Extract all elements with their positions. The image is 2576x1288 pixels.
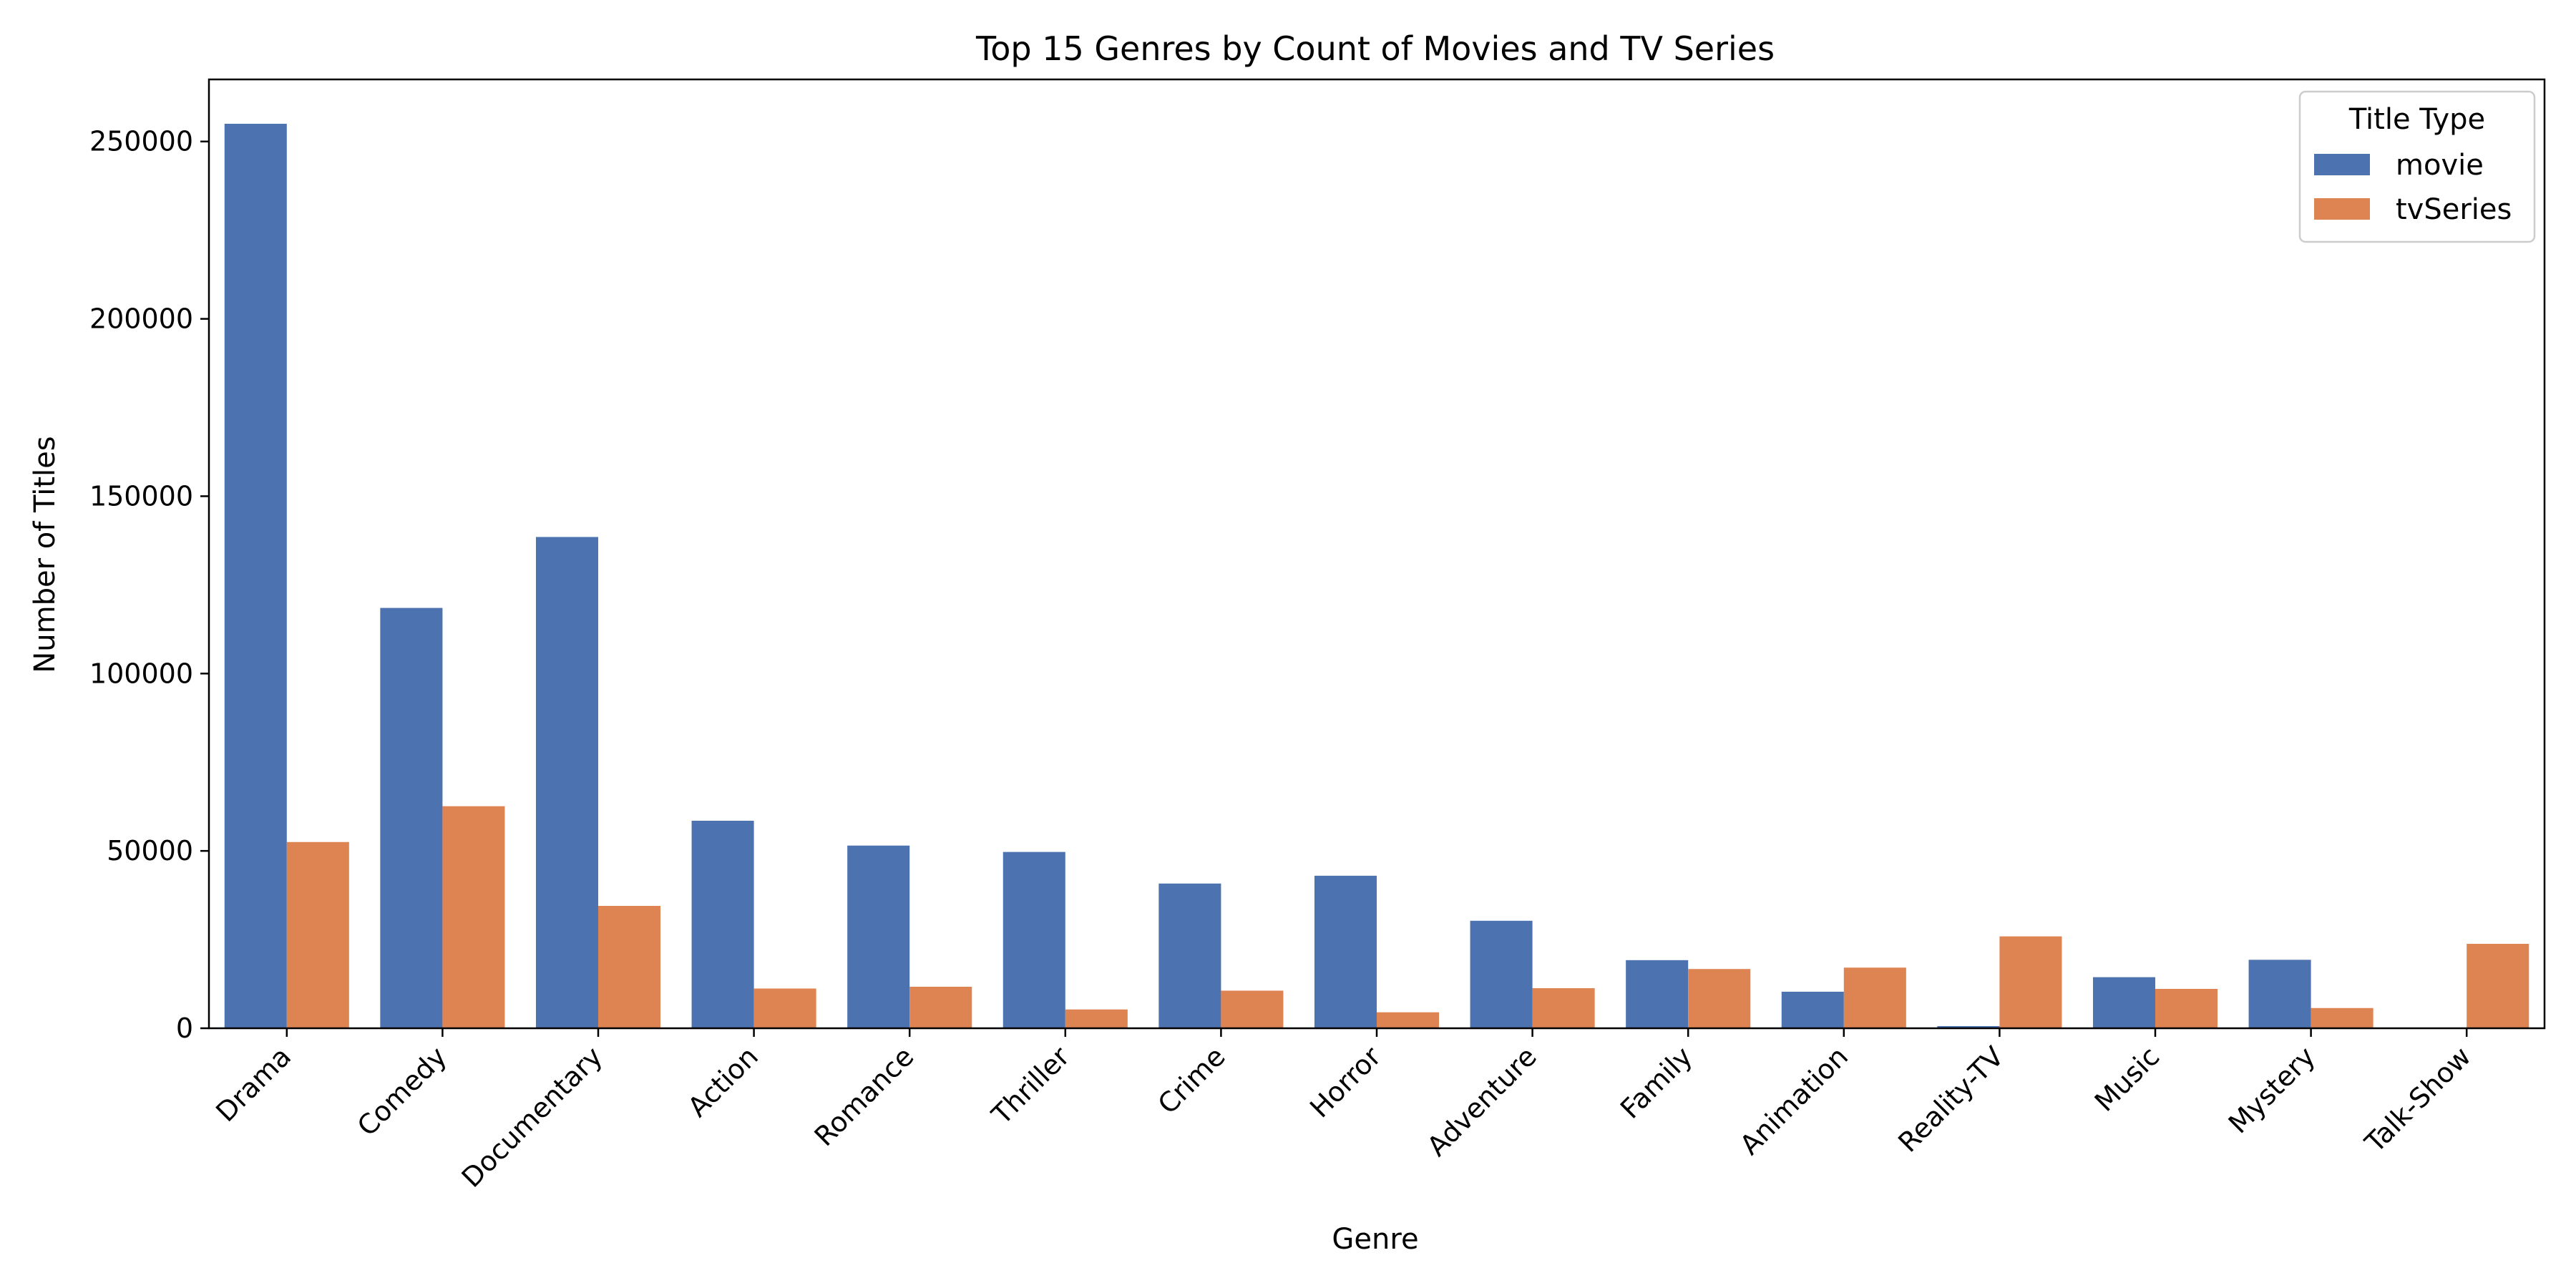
y-tick-label: 150000 bbox=[89, 480, 193, 512]
bar-movie-family bbox=[1626, 960, 1689, 1028]
x-tick-label: Documentary bbox=[456, 1040, 609, 1194]
y-axis-label: Number of Titles bbox=[29, 436, 62, 673]
x-tick-label: Horror bbox=[1304, 1040, 1387, 1124]
x-axis-label: Genre bbox=[1332, 1223, 1418, 1256]
x-tick-label: Talk-Show bbox=[2358, 1040, 2477, 1158]
x-tick-label: Family bbox=[1614, 1040, 1699, 1125]
legend-label-movie: movie bbox=[2396, 149, 2484, 182]
legend-swatch-movie bbox=[2314, 154, 2370, 175]
bar-tvSeries-thriller bbox=[1065, 1009, 1128, 1028]
bar-movie-animation bbox=[1781, 991, 1844, 1028]
bar-tvSeries-romance bbox=[909, 987, 972, 1028]
bar-tvSeries-talk-show bbox=[2467, 944, 2529, 1028]
bar-movie-horror bbox=[1314, 875, 1377, 1028]
bar-movie-music bbox=[2092, 977, 2155, 1028]
legend-label-tvSeries: tvSeries bbox=[2396, 193, 2512, 226]
y-tick-label: 250000 bbox=[89, 126, 193, 157]
bar-movie-drama bbox=[224, 123, 287, 1029]
x-tick-label: Adventure bbox=[1421, 1040, 1543, 1162]
x-tick-label: Reality-TV bbox=[1892, 1040, 2010, 1158]
x-tick-label: Drama bbox=[210, 1040, 297, 1128]
bar-tvSeries-reality-tv bbox=[1999, 936, 2062, 1028]
x-tick-label: Music bbox=[2089, 1040, 2166, 1118]
y-axis: 0 50000 100000 150000 200000 250000 bbox=[89, 126, 209, 1044]
bar-tvSeries-action bbox=[753, 988, 816, 1028]
bar-movie-comedy bbox=[380, 608, 443, 1028]
x-tick-label: Mystery bbox=[2223, 1040, 2321, 1139]
x-tick-label: Crime bbox=[1152, 1040, 1231, 1120]
y-tick-label: 50000 bbox=[107, 835, 193, 867]
bar-tvSeries-mystery bbox=[2311, 1008, 2373, 1028]
bar-movie-reality-tv bbox=[1937, 1026, 2000, 1028]
bar-movie-documentary bbox=[535, 537, 598, 1028]
plot-area bbox=[208, 78, 2546, 1030]
y-tick-label: 0 bbox=[176, 1013, 193, 1044]
bar-tvSeries-crime bbox=[1221, 990, 1284, 1028]
bar-tvSeries-music bbox=[2155, 988, 2218, 1028]
y-tick-label: 200000 bbox=[89, 303, 193, 335]
bar-tvSeries-documentary bbox=[598, 905, 661, 1028]
bar-tvSeries-animation bbox=[1843, 967, 1906, 1028]
y-tick-label: 100000 bbox=[89, 658, 193, 689]
x-tick-label: Animation bbox=[1734, 1040, 1854, 1161]
bar-tvSeries-horror bbox=[1377, 1012, 1440, 1028]
bar-movie-thriller bbox=[1002, 852, 1065, 1028]
bar-movie-adventure bbox=[1470, 920, 1533, 1028]
x-tick-label: Action bbox=[682, 1040, 764, 1123]
x-axis: Drama Comedy Documentary Action Romance Thril… bbox=[210, 1028, 2477, 1194]
x-tick-label: Thriller bbox=[985, 1040, 1076, 1131]
bar-movie-crime bbox=[1158, 883, 1221, 1028]
bar-movie-mystery bbox=[2248, 960, 2311, 1028]
bar-tvSeries-family bbox=[1688, 969, 1751, 1028]
legend-swatch-tvSeries bbox=[2314, 198, 2370, 220]
x-tick-label: Romance bbox=[809, 1040, 920, 1152]
legend-title: Title Type bbox=[2348, 103, 2485, 136]
chart-title: Top 15 Genres by Count of Movies and TV … bbox=[975, 29, 1775, 68]
bar-movie-action bbox=[691, 821, 754, 1028]
bar-tvSeries-drama bbox=[286, 841, 349, 1028]
legend: Title Type movie tvSeries bbox=[2298, 90, 2536, 243]
x-tick-label: Comedy bbox=[351, 1040, 453, 1142]
bar-movie-romance bbox=[847, 845, 910, 1028]
bar-tvSeries-adventure bbox=[1532, 987, 1595, 1028]
bar-tvSeries-comedy bbox=[442, 806, 505, 1028]
